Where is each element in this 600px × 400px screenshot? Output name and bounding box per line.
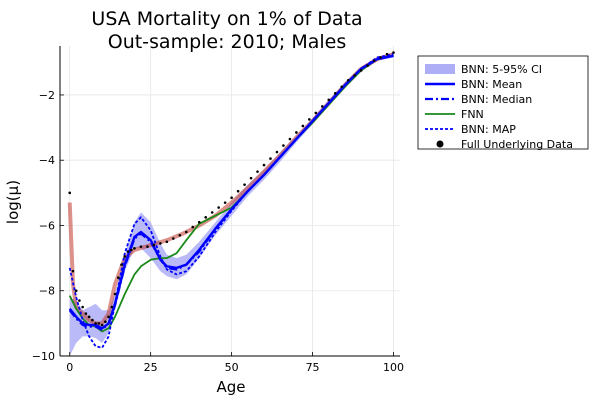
legend-data-label: Full Underlying Data <box>461 138 573 151</box>
data-point <box>81 305 84 309</box>
data-point <box>126 250 130 253</box>
data-point <box>275 150 279 154</box>
data-point <box>197 220 201 224</box>
data-point <box>100 323 104 327</box>
data-point <box>178 233 182 237</box>
legend-data-swatch <box>436 140 444 148</box>
data-point <box>110 305 114 309</box>
data-point <box>133 247 136 250</box>
data-point <box>123 255 127 258</box>
x-tick-label-1: 25 <box>144 361 158 374</box>
axes: 0 25 50 75 100 −10 −8 −6 −4 −2 <box>32 46 404 374</box>
data-point <box>288 137 292 141</box>
data-point <box>223 201 227 204</box>
y-tick-label-1: −8 <box>39 285 55 298</box>
data-point <box>353 74 356 77</box>
data-point <box>346 78 350 82</box>
data-point <box>120 263 123 266</box>
data-point <box>94 322 97 325</box>
data-point <box>165 240 169 244</box>
data-point <box>87 315 91 319</box>
data-point <box>301 124 305 128</box>
legend-mean-label: BNN: Mean <box>461 78 522 91</box>
bnn-median-line <box>68 54 394 331</box>
legend-ci-label: BNN: 5-95% CI <box>461 63 542 76</box>
data-point <box>146 245 149 248</box>
data-point <box>372 59 376 62</box>
data-point <box>139 245 143 248</box>
legend-map-label: BNN: MAP <box>461 123 516 136</box>
plot-area <box>67 51 395 356</box>
data-point <box>71 269 75 273</box>
legend-fnn-label: FNN <box>461 108 484 121</box>
y-tick-label-3: −4 <box>39 154 55 167</box>
data-point <box>217 206 220 209</box>
data-point <box>243 183 246 186</box>
data-point <box>282 144 285 147</box>
y-tick-label-2: −6 <box>39 219 55 232</box>
y-tick-label-4: −2 <box>39 89 55 102</box>
y-axis-label: log(μ) <box>4 180 22 224</box>
data-point <box>152 243 156 247</box>
legend: BNN: 5-95% CI BNN: Mean BNN: Median FNN BNN:… <box>417 55 589 151</box>
data-point <box>392 51 395 54</box>
data-point <box>191 225 195 229</box>
data-point <box>129 248 133 252</box>
data-point <box>74 289 78 293</box>
bnn-map-line <box>68 53 394 349</box>
data-point <box>359 69 363 72</box>
data-point <box>68 191 72 195</box>
chart-title-line-1: USA Mortality on 1% of Data <box>91 8 362 30</box>
x-tick-label-4: 100 <box>383 361 404 374</box>
data-point <box>256 170 259 173</box>
data-point <box>97 322 101 325</box>
data-point <box>269 157 272 160</box>
data-point <box>262 163 266 167</box>
data-point <box>159 242 162 245</box>
x-tick-label-0: 0 <box>66 361 73 374</box>
x-axis-label: Age <box>216 378 245 396</box>
data-point <box>104 320 107 324</box>
data-point <box>113 292 117 296</box>
y-tick-label-0: −10 <box>32 350 55 363</box>
data-point <box>366 64 369 67</box>
data-point <box>314 111 318 115</box>
data-point <box>333 92 337 95</box>
data-point <box>340 85 344 89</box>
data-point <box>236 189 240 193</box>
legend-median-label: BNN: Median <box>461 93 532 106</box>
data-point <box>78 299 81 302</box>
data-point <box>230 196 233 200</box>
x-tick-label-3: 75 <box>306 361 320 374</box>
data-point <box>249 176 253 180</box>
data-point <box>210 211 214 214</box>
data-point <box>84 312 88 315</box>
data-point <box>91 318 94 322</box>
legend-ci-swatch <box>425 64 455 74</box>
data-point <box>308 118 311 121</box>
data-point <box>184 230 188 234</box>
data-point <box>107 315 110 319</box>
data-point <box>172 237 175 240</box>
x-tick-label-2: 50 <box>225 361 239 374</box>
data-point <box>327 98 331 102</box>
data-point <box>320 105 324 108</box>
chart-title-line-2: Out-sample: 2010; Males <box>108 31 347 53</box>
data-point <box>295 131 298 134</box>
data-point <box>379 56 382 59</box>
data-point <box>204 216 208 219</box>
data-point <box>385 52 389 56</box>
data-point <box>116 276 120 279</box>
